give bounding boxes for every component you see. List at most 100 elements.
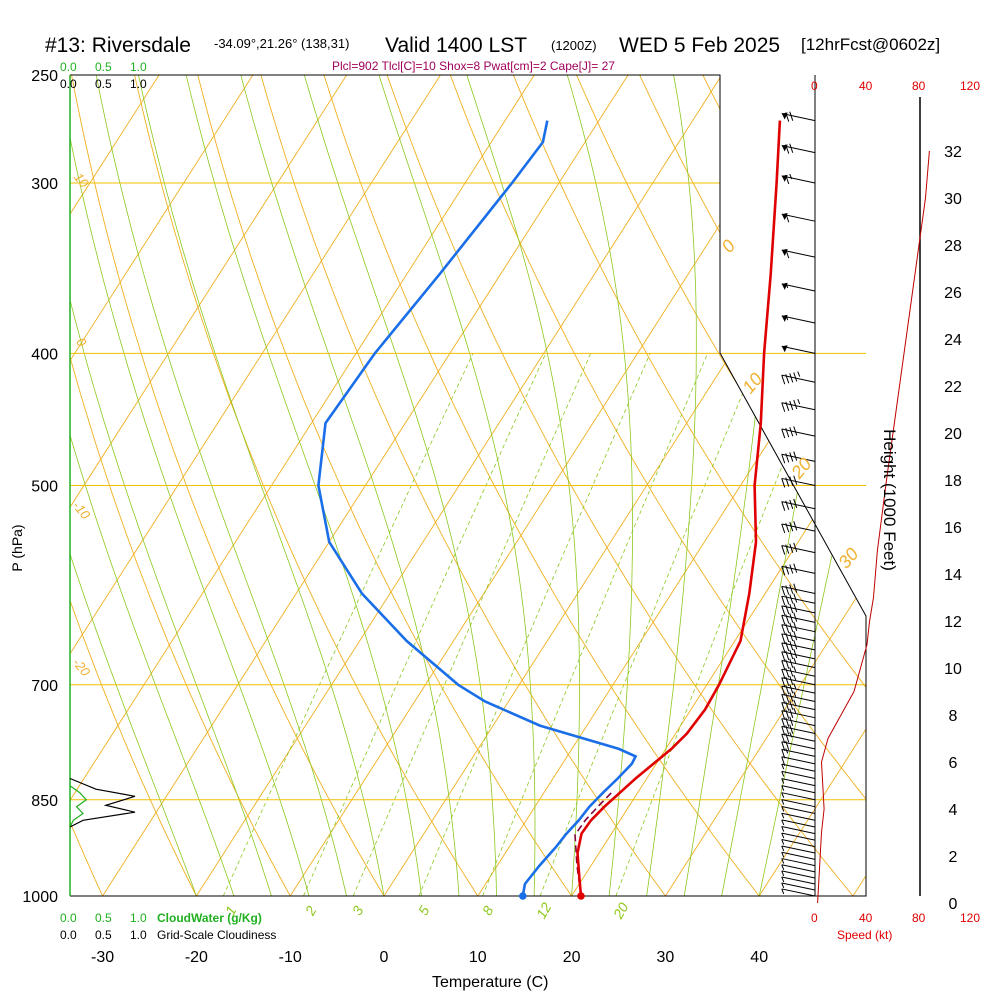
height-axis-title: Height (1000 Feet) (880, 429, 899, 571)
wind-barb (781, 563, 816, 576)
wind-barb-feather (785, 112, 790, 122)
wind-barb-shaft (781, 565, 816, 574)
moist-adiabat-line (758, 75, 866, 896)
wind-barb-feather (785, 544, 790, 554)
wind-barb-shaft (781, 402, 816, 411)
moist-adiabat-line (70, 86, 310, 896)
mixing-ratio-line (615, 353, 828, 896)
dry-adiabat-line (70, 75, 307, 896)
wind-barb (781, 851, 816, 860)
moist-adiabat-line (132, 75, 385, 896)
wind-barb-feather (793, 612, 798, 622)
wind-barb-half-feather (789, 173, 793, 180)
cloudiness-scale-top-0: 0.0 (60, 77, 77, 91)
wind-barb-feather (789, 708, 794, 718)
wind-barb (781, 282, 816, 292)
wind-barb (781, 173, 816, 185)
wind-barb (781, 888, 816, 897)
height-tick-label: 20 (944, 426, 962, 443)
wind-barb-half-feather (797, 371, 801, 377)
wind-barb-shaft (781, 145, 816, 154)
wind-barb (781, 639, 816, 653)
wind-barb (781, 732, 816, 744)
height-tick-label: 22 (944, 379, 962, 396)
wind-barb (781, 612, 816, 625)
wind-barb (781, 248, 816, 259)
dry-adiabat-line (70, 75, 117, 896)
wind-barb-feather (785, 604, 790, 615)
wind-barb-shaft (781, 792, 816, 801)
wind-barb-half-feather (781, 819, 785, 826)
height-tick-label: 14 (944, 567, 962, 584)
isotherm-line (665, 75, 866, 896)
wind-barb (781, 839, 816, 848)
wind-barb-feather (785, 717, 790, 727)
wind-barb-feather (781, 685, 786, 696)
wind-barb-feather (789, 658, 794, 668)
wind-barb-shaft (781, 876, 816, 885)
wind-barb-shaft (781, 477, 816, 486)
wind-barb-feather (789, 499, 794, 510)
wind-barb (781, 583, 816, 596)
zulu-time: (1200Z) (551, 38, 597, 53)
moist-adiabat-line (297, 75, 497, 896)
dry-adiabat-line (378, 75, 866, 896)
wind-barb-feather (793, 451, 798, 461)
speed-tick-top-1: 40 (859, 79, 873, 93)
wind-barb-shaft (781, 870, 816, 879)
wind-barb-feather (785, 659, 790, 669)
x-tick-label: 20 (563, 949, 581, 966)
wind-barb-feather (789, 603, 794, 614)
wind-barb-shaft (781, 545, 816, 554)
cloudiness-scale-bottom-0: 0.0 (60, 928, 77, 942)
wind-barb-feather (785, 650, 790, 661)
cloudwater-scale-top-1: 0.5 (95, 60, 112, 74)
wind-speed-profile (817, 150, 930, 904)
x-tick-label: -20 (185, 949, 208, 966)
wind-barb-shaft (781, 812, 816, 821)
wind-barb-shaft (781, 677, 816, 686)
wind-barb-feather (789, 675, 794, 686)
wind-barb-feather (781, 756, 786, 766)
moist-adiabat-line (683, 75, 775, 896)
wind-barb-half-feather (781, 799, 785, 805)
x-tick-label: 30 (657, 949, 675, 966)
wind-barb-shaft (781, 839, 816, 848)
wind-barb-shaft (781, 614, 816, 623)
wind-barb (781, 864, 816, 873)
moist-adiabat-line (458, 75, 580, 896)
wind-barb-shaft (781, 374, 816, 383)
wind-barb-feather (789, 692, 794, 702)
wind-barb-feather (781, 615, 786, 625)
height-tick-label: 2 (949, 849, 958, 866)
cloudwater-label: CloudWater (g/Kg) (157, 911, 262, 925)
y-tick-label: 500 (31, 479, 58, 496)
cloudwater-scale-bottom-0: 0.0 (60, 911, 77, 925)
station-title: #13: Riversdale (45, 34, 191, 57)
dry-adiabat-line (440, 75, 866, 896)
mixing-ratio-label: 2 (301, 903, 319, 919)
wind-barb (781, 602, 816, 615)
moist-adiabat-line (70, 211, 197, 896)
wind-barb-half-feather (793, 674, 797, 681)
wind-barb-feather (781, 545, 786, 555)
wind-barb-feather (789, 622, 794, 632)
wind-barb-feather (785, 213, 790, 223)
forecast-run: [12hrFcst@0602z] (801, 35, 940, 54)
wind-barb-feather (789, 724, 794, 734)
wind-barb-shaft (781, 585, 816, 594)
wind-barb-feather (781, 642, 786, 653)
y-tick-label: 1000 (22, 889, 58, 906)
wind-barb (781, 832, 816, 841)
wind-barb-half-feather (781, 882, 785, 889)
wind-barb-half-feather (781, 839, 785, 845)
wind-barb-shaft (781, 748, 816, 757)
dewpoint-trace (317, 120, 638, 897)
wind-barb-feather (793, 563, 798, 573)
wind-barb (781, 699, 816, 712)
station-coords: -34.09°,21.26° (138,31) (214, 36, 349, 51)
wind-barb-feather (781, 633, 786, 643)
mixing-ratio-line (222, 353, 474, 896)
wind-barb (781, 792, 816, 801)
moist-adiabat-label: 0 (718, 236, 740, 257)
